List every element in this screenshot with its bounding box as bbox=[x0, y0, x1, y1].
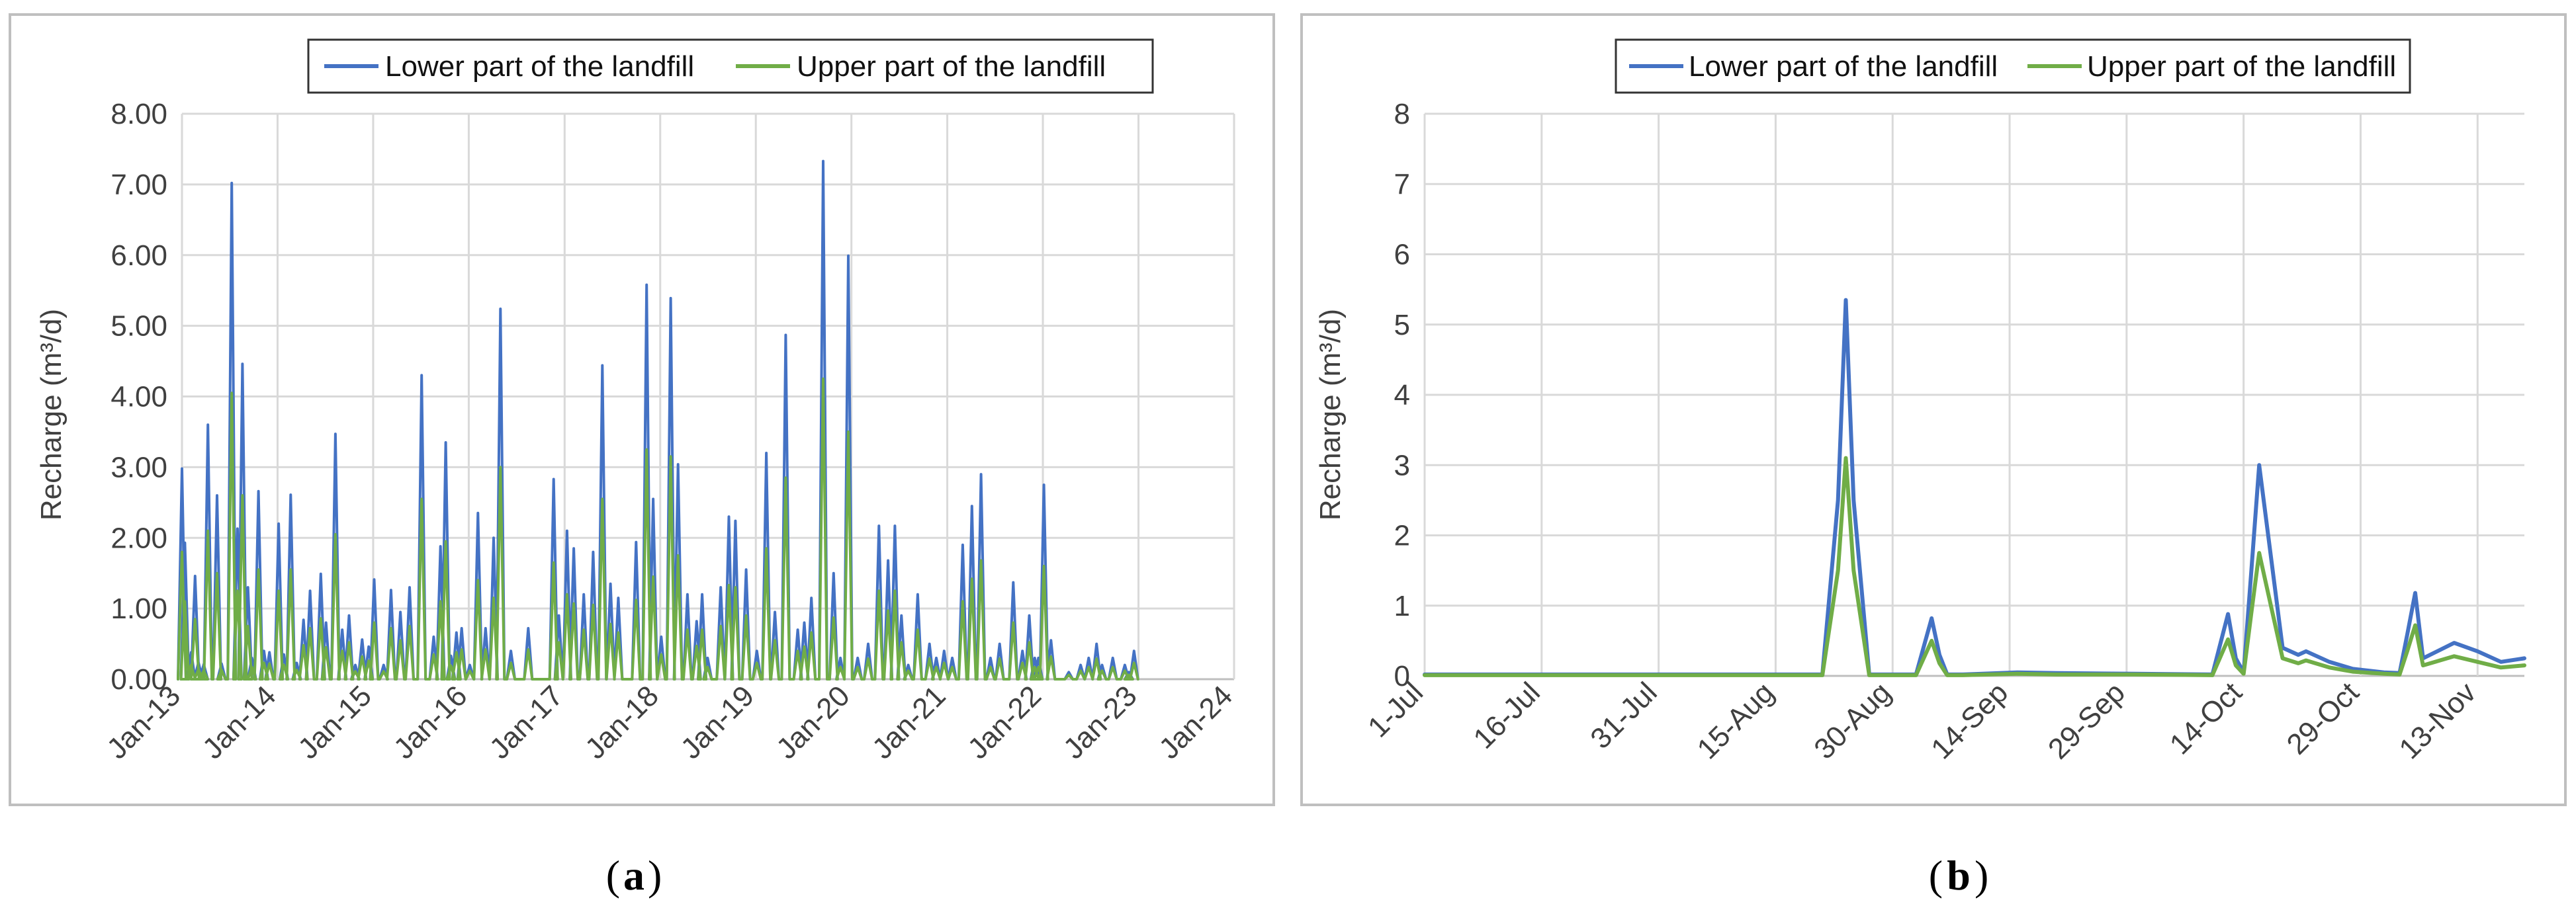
chart-b-y-tick-label: 1 bbox=[1394, 590, 1410, 622]
caption-a-letter: a bbox=[623, 852, 644, 899]
chart-a-y-tick-label: 6.00 bbox=[111, 239, 167, 272]
chart-b-series bbox=[1423, 298, 2526, 677]
caption-b-open: ( bbox=[1929, 852, 1943, 899]
chart-a-y-axis-label: Recharge (m³/d) bbox=[35, 309, 67, 520]
chart-b-legend-box bbox=[1615, 38, 2411, 94]
chart-a-y-tick-label: 3.00 bbox=[111, 451, 167, 483]
chart-a-y-tick-label: 7.00 bbox=[111, 169, 167, 201]
caption-b-close: ) bbox=[1975, 852, 1988, 899]
caption-b-letter: b bbox=[1947, 852, 1971, 899]
chart-b-legend-upper-label: Upper part of the landfill bbox=[2087, 50, 2396, 83]
chart-a-y-tick-label: 1.00 bbox=[111, 593, 167, 625]
chart-a-y-tick-label: 8.00 bbox=[111, 98, 167, 130]
caption-a-open: ( bbox=[606, 852, 620, 899]
chart-b-y-tick-label: 5 bbox=[1394, 309, 1410, 341]
chart-a-y-tick-label: 0.00 bbox=[111, 663, 167, 696]
chart-b-y-tick-label: 6 bbox=[1394, 239, 1410, 271]
chart-b-series-lower-line bbox=[1423, 298, 2526, 677]
chart-a-legend-upper-label: Upper part of the landfill bbox=[797, 50, 1106, 83]
chart-b-y-axis-label: Recharge (m³/d) bbox=[1314, 309, 1347, 520]
chart-b-y-tick-label: 2 bbox=[1394, 520, 1410, 552]
chart-a-series bbox=[177, 159, 1139, 681]
chart-b-y-tick-label: 3 bbox=[1394, 449, 1410, 481]
caption-a-close: ) bbox=[648, 852, 662, 899]
chart-b-y-tick-label: 4 bbox=[1394, 379, 1410, 411]
chart-b-y-ticks: 0 1 2 3 4 5 6 7 8 bbox=[1394, 98, 1410, 692]
chart-a-y-tick-label: 2.00 bbox=[111, 522, 167, 554]
chart-b-frame bbox=[1300, 13, 2567, 806]
chart-b-gridlines bbox=[1423, 112, 2524, 677]
chart-b-y-tick-label: 0 bbox=[1394, 660, 1410, 692]
chart-a-legend-box bbox=[307, 38, 1154, 94]
chart-b-y-tick-label: 7 bbox=[1394, 168, 1410, 200]
chart-panel-a: 0.001.002.003.004.005.006.007.008.00 Jan… bbox=[9, 13, 1275, 806]
chart-b-legend-lower-label: Lower part of the landfill bbox=[1689, 50, 1998, 83]
chart-a-legend-lower-label: Lower part of the landfill bbox=[385, 50, 694, 83]
chart-b-y-tick-label: 8 bbox=[1394, 98, 1410, 130]
chart-a-series-upper-line bbox=[177, 377, 1139, 681]
chart-b-series-upper-line bbox=[1423, 456, 2526, 677]
chart-a-legend: Lower part of the landfill Upper part of… bbox=[307, 38, 1154, 94]
chart-a-y-ticks: 0.00 1.00 2.00 3.00 4.00 5.00 6.00 7.00 8.00 bbox=[111, 98, 167, 696]
chart-a-y-tick-label: 4.00 bbox=[111, 381, 167, 413]
chart-b-legend: Lower part of the landfill Upper part of… bbox=[1615, 38, 2411, 94]
chart-a-series-lower-line bbox=[177, 159, 1139, 681]
chart-a-y-tick-label: 5.00 bbox=[111, 310, 167, 343]
